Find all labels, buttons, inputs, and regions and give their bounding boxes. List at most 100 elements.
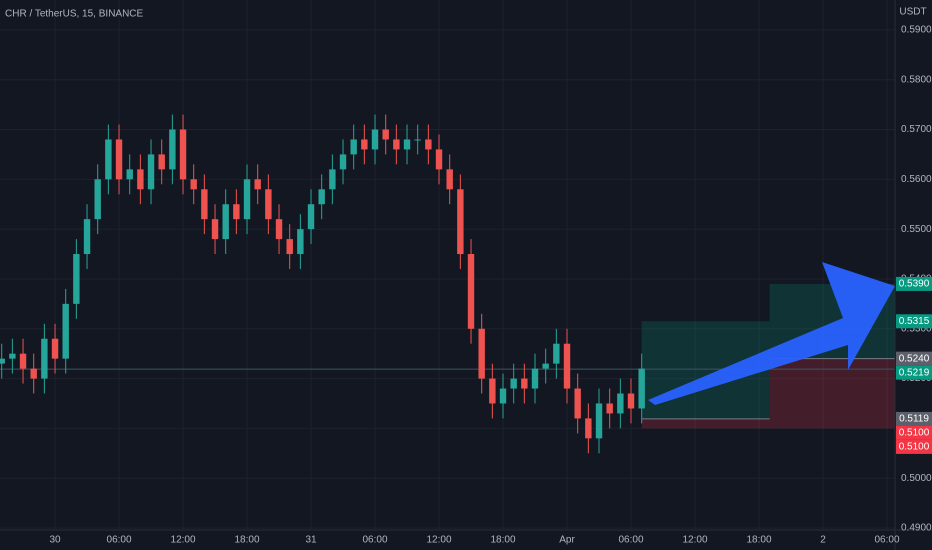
candle-body bbox=[179, 129, 187, 180]
candle-body bbox=[94, 179, 101, 220]
y-tick-label: 0.5600 bbox=[901, 174, 932, 185]
candle-body bbox=[350, 139, 357, 155]
x-tick-label: Apr bbox=[559, 535, 575, 546]
x-tick-label: 06:00 bbox=[363, 535, 388, 546]
candle-body bbox=[126, 169, 133, 180]
x-tick-label: 06:00 bbox=[107, 535, 132, 546]
price-label: 0.5100 bbox=[899, 428, 930, 439]
candle-body bbox=[307, 204, 315, 230]
price-label-box bbox=[896, 365, 932, 380]
price-label-box bbox=[896, 411, 932, 426]
candle-body bbox=[553, 343, 560, 364]
candle-body bbox=[297, 229, 304, 255]
candle-body bbox=[115, 139, 123, 180]
candle-body bbox=[147, 154, 155, 190]
x-tick-label: 06:00 bbox=[874, 535, 899, 546]
candle-body bbox=[542, 363, 549, 369]
candle-body bbox=[382, 129, 389, 140]
candle-body bbox=[617, 393, 624, 414]
price-label-box bbox=[896, 314, 932, 329]
y-tick-label: 0.5700 bbox=[901, 124, 932, 135]
candle-body bbox=[201, 189, 208, 220]
candle-body bbox=[403, 139, 411, 150]
candle-body bbox=[275, 219, 283, 240]
price-label: 0.5240 bbox=[899, 353, 930, 364]
candle-body bbox=[574, 388, 581, 419]
candle-body bbox=[414, 139, 421, 141]
x-tick-label: 06:00 bbox=[618, 535, 643, 546]
candle-body bbox=[62, 303, 69, 359]
candle-body bbox=[105, 139, 112, 180]
x-tick-label: 12:00 bbox=[427, 535, 452, 546]
y-tick-label: 0.4900 bbox=[901, 523, 932, 534]
candle-body bbox=[467, 254, 475, 329]
x-tick-label: 2 bbox=[820, 535, 826, 546]
candle-body bbox=[425, 139, 432, 150]
candle-body bbox=[361, 139, 368, 150]
candle-body bbox=[211, 219, 219, 240]
candle-body bbox=[254, 179, 261, 190]
x-tick-label: 12:00 bbox=[682, 535, 707, 546]
candle-body bbox=[435, 149, 443, 170]
candle-body bbox=[595, 403, 603, 439]
x-tick-label: 12:00 bbox=[171, 535, 196, 546]
candle-body bbox=[169, 129, 176, 170]
candle-body bbox=[19, 353, 27, 369]
candle-body bbox=[638, 368, 645, 409]
candle-body bbox=[222, 204, 229, 240]
price-label: 0.5390 bbox=[899, 279, 930, 290]
x-tick-label: 18:00 bbox=[491, 535, 516, 546]
candle-body bbox=[521, 378, 528, 389]
candle-body bbox=[286, 239, 293, 255]
candle-body bbox=[0, 358, 5, 364]
candle-body bbox=[489, 378, 496, 404]
currency: USDT bbox=[899, 7, 926, 18]
candle-body bbox=[30, 368, 37, 379]
y-tick-label: 0.5000 bbox=[901, 473, 932, 484]
candle-body bbox=[158, 154, 165, 170]
candle-body bbox=[531, 368, 539, 389]
candle-body bbox=[233, 204, 240, 220]
price-label-box bbox=[896, 351, 932, 366]
candle-body bbox=[393, 139, 400, 150]
price-label: 0.5119 bbox=[899, 414, 929, 425]
candle-body bbox=[9, 353, 16, 359]
loss-zone bbox=[769, 358, 895, 429]
price-label-box bbox=[896, 425, 932, 440]
price-label: 0.5219 bbox=[899, 367, 930, 378]
candle-body bbox=[457, 189, 464, 255]
candle-body bbox=[339, 154, 347, 170]
candle-body bbox=[265, 189, 272, 220]
candle-body bbox=[318, 189, 325, 205]
candle-body bbox=[371, 129, 379, 150]
x-tick-label: 31 bbox=[305, 535, 317, 546]
y-tick-label: 0.5900 bbox=[901, 25, 932, 36]
arrow bbox=[648, 262, 895, 405]
candle-body bbox=[510, 378, 517, 389]
candle-body bbox=[73, 254, 80, 304]
price-label-box bbox=[896, 276, 932, 291]
x-tick-label: 30 bbox=[49, 535, 61, 546]
candle-body bbox=[51, 338, 59, 359]
y-tick-label: 0.5500 bbox=[901, 224, 932, 235]
candle-body bbox=[190, 179, 197, 190]
candle-body bbox=[478, 328, 485, 379]
candle-body bbox=[627, 393, 635, 409]
y-tick-label: 0.5300 bbox=[901, 323, 932, 334]
x-tick-label: 18:00 bbox=[746, 535, 771, 546]
chart-title: CHR / TetherUS, 15, BINANCE bbox=[5, 9, 144, 20]
candle-body bbox=[243, 179, 251, 220]
candle-body bbox=[563, 343, 571, 389]
candle-body bbox=[329, 169, 336, 190]
candle-body bbox=[137, 169, 144, 190]
price-label: 0.5315 bbox=[899, 316, 930, 327]
y-tick-label: 0.5800 bbox=[901, 74, 932, 85]
candle-body bbox=[585, 418, 592, 439]
candle-body bbox=[446, 169, 453, 190]
x-tick-label: 18:00 bbox=[235, 535, 260, 546]
candle-body bbox=[83, 219, 91, 255]
price-label: 0.5100 bbox=[899, 442, 930, 453]
price-label-box bbox=[896, 439, 932, 454]
